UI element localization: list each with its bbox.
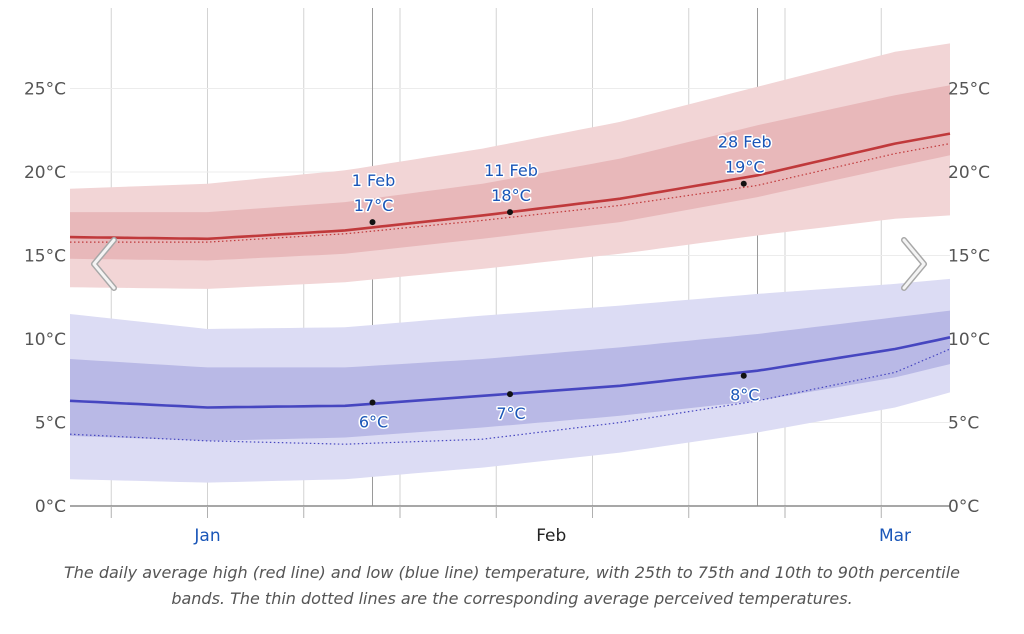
low-25-75-band: [70, 310, 950, 441]
y-tick-label-right: 10°C: [948, 330, 990, 350]
chevron-right-icon: [901, 237, 927, 291]
month-label-jan[interactable]: Jan: [193, 526, 220, 546]
y-tick-label-right: 5°C: [948, 414, 979, 434]
next-period-button[interactable]: [900, 236, 930, 292]
annotation-value: 7°C: [496, 404, 525, 423]
annotation-value: 8°C: [730, 386, 759, 405]
annotation-value: 6°C: [359, 412, 388, 431]
percentile-bands: [70, 43, 950, 483]
month-label-mar[interactable]: Mar: [879, 526, 911, 546]
annotation-point: [369, 219, 376, 226]
y-tick-label-right: 20°C: [948, 163, 990, 183]
y-tick-label-left: 20°C: [24, 163, 66, 183]
high-perceived-line: [70, 143, 951, 243]
annotation-value: 18°C: [491, 186, 531, 205]
annotation-point: [740, 372, 747, 379]
annotation-date: 1 Feb: [352, 171, 396, 190]
annotation-point: [507, 391, 513, 398]
chevron-left-icon: [91, 237, 117, 291]
annotations: 1 Feb 17°C 11 Feb 18°C 28 Feb 19°C 6°C 7°C 8°C: [350, 131, 773, 433]
y-tick-label-left: 25°C: [24, 80, 66, 100]
annotation-date: 11 Feb: [484, 161, 538, 180]
y-tick-label-left: 5°C: [35, 414, 66, 434]
month-label-feb[interactable]: Feb: [536, 526, 566, 546]
annotation-date: 28 Feb: [718, 133, 772, 152]
annotation-value: 19°C: [725, 158, 765, 177]
low-perceived-line: [69, 348, 951, 445]
y-tick-label-left: 10°C: [24, 330, 66, 350]
high-25-75-band: [70, 85, 950, 261]
annotation-point: [740, 180, 747, 187]
annotation-value: 17°C: [354, 196, 394, 215]
y-tick-label-left: 0°C: [35, 497, 66, 517]
chart-caption: The daily average high (red line) and lo…: [63, 563, 961, 608]
y-tick-label-right: 0°C: [948, 497, 979, 517]
annotation-point: [369, 399, 376, 406]
previous-period-button[interactable]: [88, 236, 118, 292]
y-tick-label-right: 15°C: [948, 247, 990, 267]
y-tick-label-right: 25°C: [948, 80, 990, 100]
temperature-chart: Jan Feb Mar 0°C 0°C 5°C 5°C 10°C 10°C 15°C 15°C 20°…: [24, 8, 990, 547]
annotation-point: [507, 209, 513, 216]
axes: Jan Feb Mar 0°C 0°C 5°C 5°C 10°C 10°C 15°C 15°C 20°…: [24, 80, 990, 547]
y-tick-label-left: 15°C: [24, 247, 66, 267]
